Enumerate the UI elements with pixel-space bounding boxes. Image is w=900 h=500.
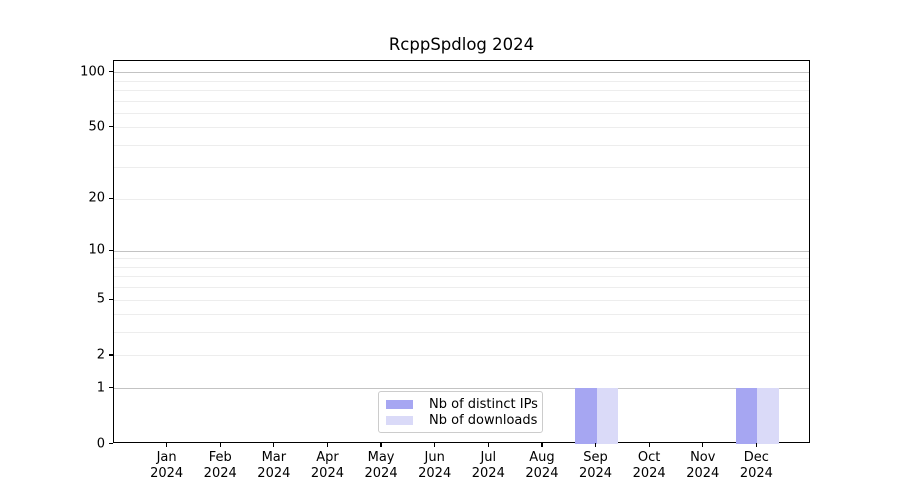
x-tick-mark bbox=[219, 443, 221, 447]
x-tick-mark bbox=[273, 443, 275, 447]
bar-distinct-ips bbox=[735, 388, 758, 444]
y-tick-mark bbox=[109, 354, 113, 356]
x-tick-mark bbox=[648, 443, 650, 447]
y-gridline-minor bbox=[114, 332, 809, 334]
y-gridline-minor bbox=[114, 198, 809, 200]
y-tick-mark bbox=[109, 71, 113, 73]
x-tick-mark bbox=[434, 443, 436, 447]
chart-title: RcppSpdlog 2024 bbox=[388, 35, 535, 54]
y-tick-label: 20 bbox=[88, 190, 105, 206]
y-gridline-minor bbox=[114, 144, 809, 146]
x-tick-label: Dec 2024 bbox=[739, 450, 773, 481]
y-gridline-major bbox=[114, 388, 809, 390]
x-tick-label: Jan 2024 bbox=[150, 450, 184, 481]
x-tick-label: Feb 2024 bbox=[203, 450, 237, 481]
y-tick-label: 100 bbox=[80, 64, 105, 80]
x-tick-mark bbox=[702, 443, 704, 447]
legend-item-distinct-ips: Nb of distinct IPs bbox=[386, 397, 538, 412]
x-tick-label: Mar 2024 bbox=[257, 450, 291, 481]
x-tick-label: Oct 2024 bbox=[632, 450, 666, 481]
x-tick-label: Sep 2024 bbox=[578, 450, 613, 481]
x-tick-mark bbox=[594, 443, 597, 447]
x-tick-mark bbox=[487, 443, 489, 447]
bar-downloads bbox=[757, 388, 779, 444]
y-tick-label: 10 bbox=[88, 242, 105, 258]
legend-item-downloads: Nb of downloads bbox=[386, 413, 538, 428]
legend-label-distinct-ips: Nb of distinct IPs bbox=[429, 397, 538, 412]
y-tick-label: 1 bbox=[96, 380, 105, 396]
plot-area bbox=[113, 60, 810, 444]
y-tick-label: 5 bbox=[96, 291, 105, 307]
legend-swatch-downloads bbox=[386, 416, 413, 425]
y-tick-mark bbox=[109, 197, 113, 199]
y-tick-label: 0 bbox=[96, 436, 105, 451]
x-tick-mark bbox=[326, 443, 329, 447]
x-tick-mark bbox=[541, 443, 543, 447]
x-tick-label: Apr 2024 bbox=[310, 450, 344, 481]
x-tick-mark bbox=[380, 443, 382, 447]
legend: Nb of distinct IPs Nb of downloads bbox=[378, 391, 543, 433]
y-gridline-minor bbox=[114, 276, 809, 278]
y-gridline-minor bbox=[114, 314, 809, 316]
y-tick-label: 2 bbox=[96, 347, 105, 363]
x-tick-label: May 2024 bbox=[364, 450, 398, 481]
y-tick-mark bbox=[109, 443, 113, 445]
y-gridline-major bbox=[114, 250, 809, 252]
y-gridline-minor bbox=[114, 355, 809, 357]
y-tick-label: 50 bbox=[88, 119, 105, 135]
bar-distinct-ips bbox=[575, 388, 597, 444]
y-gridline-major bbox=[114, 72, 809, 74]
x-tick-label: Aug 2024 bbox=[525, 450, 559, 481]
x-tick-label: Nov 2024 bbox=[686, 450, 720, 481]
y-gridline-minor bbox=[114, 266, 809, 268]
y-gridline-minor bbox=[114, 112, 809, 114]
y-gridline-minor bbox=[114, 127, 809, 129]
y-tick-mark bbox=[109, 249, 113, 251]
y-gridline-minor bbox=[114, 287, 809, 289]
bar-downloads bbox=[596, 388, 618, 444]
legend-swatch-distinct-ips bbox=[386, 400, 413, 409]
legend-label-downloads: Nb of downloads bbox=[429, 413, 538, 428]
y-gridline-minor bbox=[114, 80, 809, 82]
x-tick-label: Jul 2024 bbox=[471, 450, 505, 481]
x-tick-mark bbox=[166, 443, 168, 447]
y-tick-mark bbox=[109, 298, 113, 300]
y-gridline-minor bbox=[114, 167, 809, 169]
x-tick-mark bbox=[755, 443, 757, 447]
y-tick-mark bbox=[109, 126, 113, 128]
x-tick-label: Jun 2024 bbox=[418, 450, 452, 481]
y-gridline-minor bbox=[114, 299, 809, 301]
y-gridline-minor bbox=[114, 89, 809, 91]
y-gridline-minor bbox=[114, 100, 809, 102]
y-tick-mark bbox=[109, 387, 113, 389]
y-gridline-minor bbox=[114, 258, 809, 260]
